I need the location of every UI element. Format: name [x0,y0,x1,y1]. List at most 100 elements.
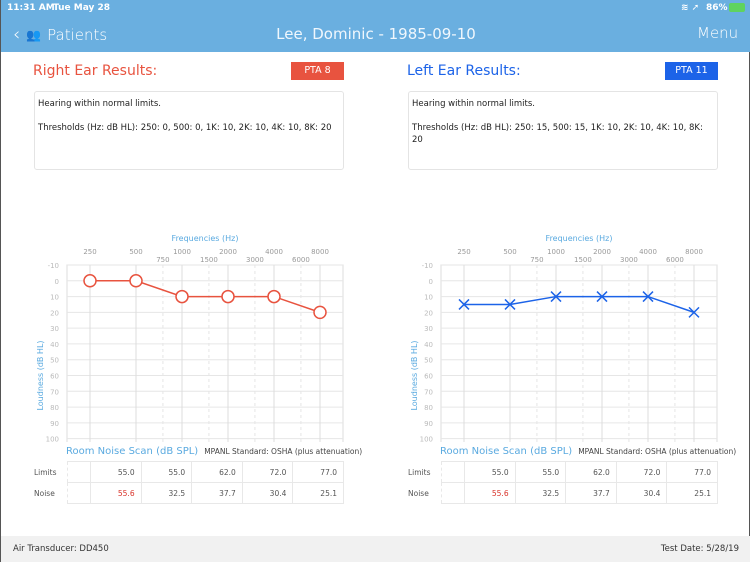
x-minor-tick-label: 1500 [574,256,592,264]
back-label: Patients [47,25,108,44]
nav-bar: 11:31 AM Tue May 28 ≋ ➚ 86% ‹ 👥 Patients… [1,0,750,52]
noise-cell: 55.6 [464,482,516,504]
right-ear-panel: Right Ear Results: PTA 8 Hearing within … [1,52,376,536]
noise-table: 55.0 55.0 62.0 72.0 77.0 55.6 32.5 37.7 30.4 25.… [67,461,344,504]
noise-row: 55.6 32.5 37.7 30.4 25.1 [441,482,718,504]
data-point-circle [129,274,143,288]
limit-cell: 77.0 [666,461,718,483]
noise-cell: 37.7 [191,482,243,504]
noise-cell: 37.7 [565,482,617,504]
limit-cell: 72.0 [241,461,294,483]
y-tick-label: 90 [424,420,433,428]
x-tick-label: 8000 [685,248,703,256]
users-icon: 👥 [26,27,42,42]
transducer-label: Air Transducer: DD450 [13,544,109,554]
results-summary: Hearing within normal limits. Thresholds… [34,91,344,170]
test-date: Test Date: 5/28/19 [660,544,739,554]
back-button[interactable]: ‹ 👥 Patients [13,24,107,45]
standard-label: MPANL Standard: OSHA (plus attenuation) [204,447,363,456]
x-minor-tick-label: 1500 [200,256,218,264]
data-point-x [688,306,700,318]
y-tick-label: 0 [429,278,433,286]
x-tick-label: 2000 [219,248,237,256]
y-tick-label: 70 [424,388,433,396]
y-tick-label: 100 [420,436,433,442]
chevron-left-icon: ‹ [13,24,21,45]
y-tick-label: 100 [46,436,59,442]
noise-cell: 25.1 [292,482,344,504]
limit-cell: 62.0 [565,461,617,483]
limit-cell: 55.0 [90,461,142,483]
y-tick-label: 70 [50,388,59,396]
series-line [90,280,321,314]
room-noise-label: Room Noise Scan (dB SPL) [440,446,573,457]
y-tick-label: 40 [50,341,59,349]
y-tick-label: 80 [424,404,433,412]
x-tick-label: 250 [457,248,470,256]
noise-cell: 55.6 [90,482,142,504]
room-noise-title: Room Noise Scan (dB SPL) MPANL Standard: … [440,446,736,457]
noise-row: 55.6 32.5 37.7 30.4 25.1 [67,482,344,504]
y-tick-label: 30 [50,325,59,333]
noise-label: Noise [408,489,429,498]
x-tick-label: 250 [83,248,96,256]
limit-cell: 55.0 [514,461,567,483]
y-tick-label: 80 [50,404,59,412]
y-tick-label: 60 [424,373,433,381]
menu-button[interactable]: Menu [697,24,739,42]
audiogram-chart: -100102030405060708090100110120130250500… [410,234,718,442]
audiogram-chart: -100102030405060708090100110120130250500… [36,234,344,442]
data-point-x [596,291,608,303]
battery-level: 86% [706,3,728,13]
plot-area [440,264,718,442]
x-tick-label: 500 [129,248,142,256]
noise-cell: 30.4 [241,482,294,504]
noise-label: Noise [34,489,55,498]
status-time: 11:31 AM [7,3,55,13]
y-tick-label: -10 [48,262,59,270]
limit-cell: 55.0 [464,461,516,483]
x-minor-tick-label: 3000 [620,256,638,264]
data-point-x [550,291,562,303]
x-tick-label: 4000 [639,248,657,256]
x-minor-tick-label: 3000 [246,256,264,264]
x-axis-title: Frequencies (Hz) [172,234,239,243]
limits-label: Limits [34,468,57,477]
x-minor-tick-label: 6000 [666,256,684,264]
limits-label: Limits [408,468,431,477]
status-date: Tue May 28 [53,3,111,13]
thresholds-text: Thresholds (Hz: dB HL): 250: 0, 500: 0, … [38,123,332,133]
y-tick-label: 10 [424,294,433,302]
x-minor-tick-label: 750 [156,256,169,264]
series-line [464,295,695,314]
results-summary: Hearing within normal limits. Thresholds… [408,91,718,170]
y-tick-label: 0 [55,278,59,286]
pta-badge: PTA 8 [291,62,344,80]
x-tick-label: 8000 [311,248,329,256]
x-axis-title: Frequencies (Hz) [546,234,613,243]
y-tick-label: 40 [424,341,433,349]
y-tick-label: 30 [424,325,433,333]
room-noise-title: Room Noise Scan (dB SPL) MPANL Standard: … [66,446,362,457]
limits-row: 55.0 55.0 62.0 72.0 77.0 [67,461,344,483]
limit-cell: 77.0 [292,461,344,483]
summary-text: Hearing within normal limits. [412,99,535,109]
noise-table: 55.0 55.0 62.0 72.0 77.0 55.6 32.5 37.7 30.4 25.… [441,461,718,504]
wifi-icon: ≋ ➚ [681,3,700,13]
summary-text: Hearing within normal limits. [38,99,161,109]
noise-cell: 30.4 [615,482,668,504]
page-title: Lee, Dominic - 1985-09-10 [276,25,476,43]
noise-cell: 32.5 [140,482,193,504]
x-minor-tick-label: 6000 [292,256,310,264]
y-tick-label: 90 [50,420,59,428]
y-tick-label: 20 [424,309,433,317]
data-point-x [642,291,654,303]
y-axis-title: Loudness (dB HL) [410,340,419,410]
limit-cell: 55.0 [140,461,193,483]
y-tick-label: 60 [50,373,59,381]
noise-cell: 25.1 [666,482,718,504]
data-point-x [504,298,516,310]
thresholds-text: Thresholds (Hz: dB HL): 250: 15, 500: 15… [412,123,703,145]
limit-cell: 72.0 [615,461,668,483]
x-tick-label: 500 [503,248,516,256]
